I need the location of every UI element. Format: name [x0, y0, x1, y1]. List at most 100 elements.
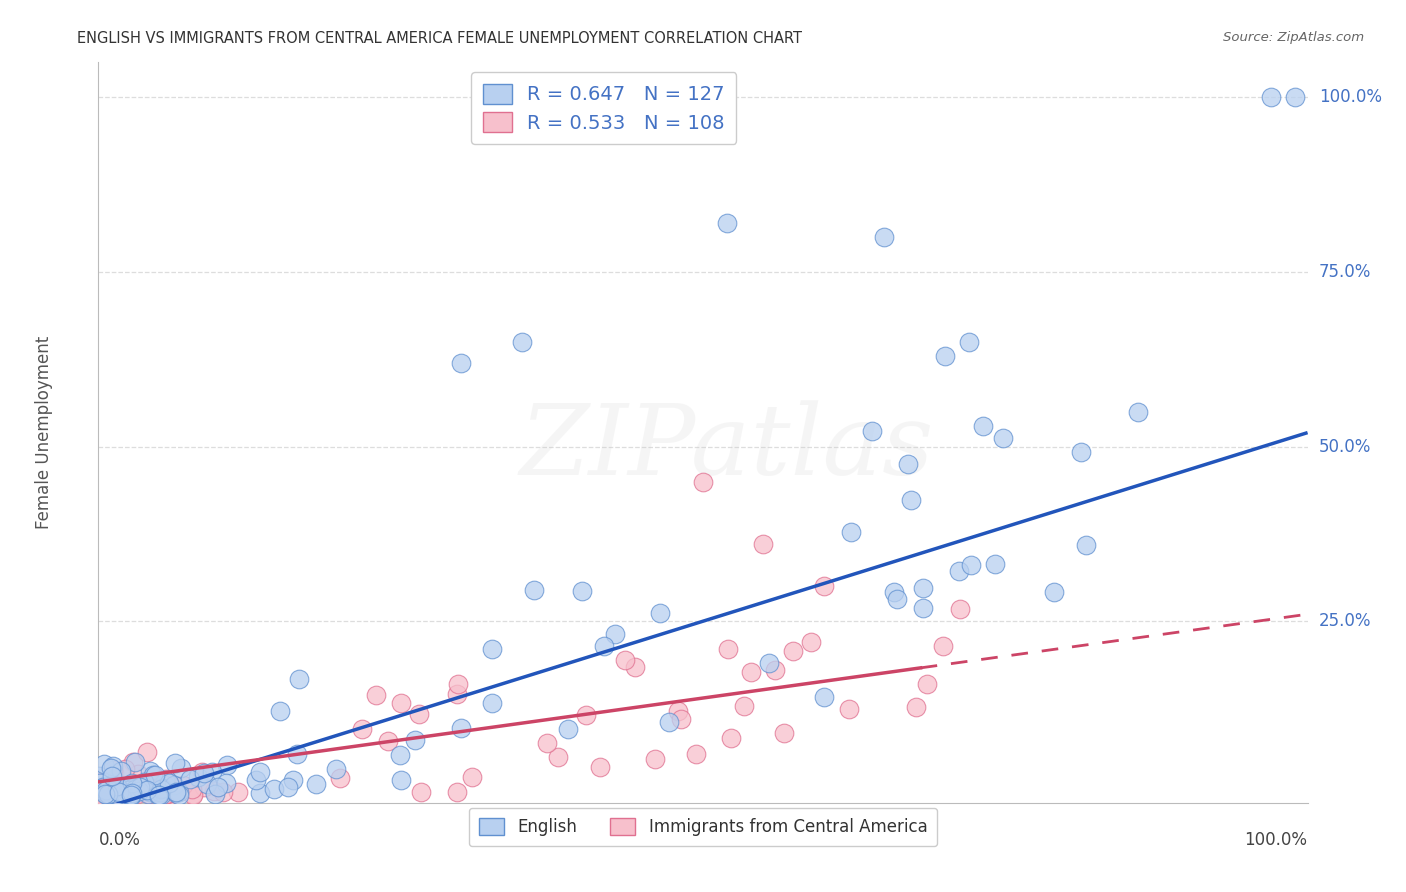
Point: [89, 788, 111, 802]
Point: [114, 762, 136, 776]
Legend: English, Immigrants from Central America: English, Immigrants from Central America: [468, 808, 938, 847]
Point: [305, 776, 328, 790]
Point: [139, 764, 162, 778]
Point: [152, 785, 174, 799]
Point: [139, 785, 162, 799]
Point: [132, 775, 155, 789]
Point: [124, 782, 146, 797]
Text: ENGLISH VS IMMIGRANTS FROM CENTRAL AMERICA FEMALE UNEMPLOYMENT CORRELATION CHART: ENGLISH VS IMMIGRANTS FROM CENTRAL AMERI…: [77, 31, 803, 46]
Point: [87, 769, 110, 783]
Point: [93, 782, 115, 797]
Point: [163, 756, 186, 771]
Point: [138, 785, 160, 799]
Point: [90, 786, 112, 800]
Point: [97, 787, 120, 801]
Point: [121, 787, 143, 801]
Point: [181, 788, 204, 802]
Point: [245, 772, 267, 787]
Point: [90, 781, 112, 796]
Point: [148, 788, 170, 802]
Point: [100, 786, 122, 800]
Point: [155, 780, 177, 795]
Point: [93, 757, 115, 772]
Point: [111, 785, 134, 799]
Point: [1070, 445, 1092, 459]
Point: [115, 784, 138, 798]
Point: [215, 758, 238, 772]
Point: [1043, 584, 1066, 599]
Point: [993, 431, 1015, 445]
Point: [100, 779, 122, 793]
Point: [157, 776, 180, 790]
Point: [972, 419, 994, 434]
Point: [111, 789, 134, 803]
Point: [605, 627, 627, 641]
Point: [97, 781, 120, 796]
Point: [110, 764, 132, 778]
Point: [446, 677, 468, 691]
Point: [118, 783, 141, 797]
Point: [180, 781, 202, 796]
Point: [389, 748, 412, 763]
Point: [105, 787, 128, 801]
Point: [131, 781, 153, 796]
Point: [197, 777, 219, 791]
Point: [1284, 90, 1306, 104]
Point: [193, 780, 215, 795]
Point: [409, 785, 432, 799]
Text: 25.0%: 25.0%: [1319, 612, 1371, 631]
Point: [740, 665, 762, 680]
Point: [101, 777, 124, 791]
Point: [287, 747, 309, 761]
Point: [389, 696, 412, 710]
Point: [905, 700, 928, 714]
Point: [87, 774, 110, 789]
Point: [104, 779, 127, 793]
Point: [89, 776, 111, 790]
Point: [111, 786, 134, 800]
Point: [138, 784, 160, 798]
Point: [110, 782, 132, 797]
Point: [960, 558, 983, 573]
Point: [125, 788, 148, 802]
Point: [94, 787, 117, 801]
Point: [103, 787, 125, 801]
Point: [165, 785, 187, 799]
Point: [644, 751, 666, 765]
Point: [114, 780, 136, 794]
Point: [575, 708, 598, 723]
Point: [104, 788, 127, 802]
Point: [593, 639, 616, 653]
Point: [325, 762, 347, 776]
Point: [155, 787, 177, 801]
Point: [446, 687, 468, 701]
Point: [614, 653, 637, 667]
Point: [263, 782, 285, 797]
Point: [96, 789, 118, 803]
Text: 100.0%: 100.0%: [1319, 88, 1382, 106]
Point: [838, 702, 860, 716]
Point: [89, 782, 111, 797]
Point: [1076, 538, 1098, 552]
Point: [957, 334, 980, 349]
Point: [128, 780, 150, 794]
Text: 75.0%: 75.0%: [1319, 263, 1371, 281]
Point: [215, 775, 238, 789]
Point: [557, 723, 579, 737]
Point: [100, 761, 122, 775]
Point: [589, 760, 612, 774]
Point: [329, 771, 352, 785]
Point: [782, 644, 804, 658]
Point: [984, 557, 1007, 571]
Point: [103, 763, 125, 777]
Point: [155, 787, 177, 801]
Point: [96, 786, 118, 800]
Point: [932, 640, 955, 654]
Point: [105, 788, 128, 802]
Point: [136, 780, 159, 794]
Point: [912, 601, 935, 615]
Text: ZIPatlas: ZIPatlas: [520, 400, 935, 495]
Point: [165, 786, 187, 800]
Point: [510, 334, 533, 349]
Point: [193, 766, 215, 780]
